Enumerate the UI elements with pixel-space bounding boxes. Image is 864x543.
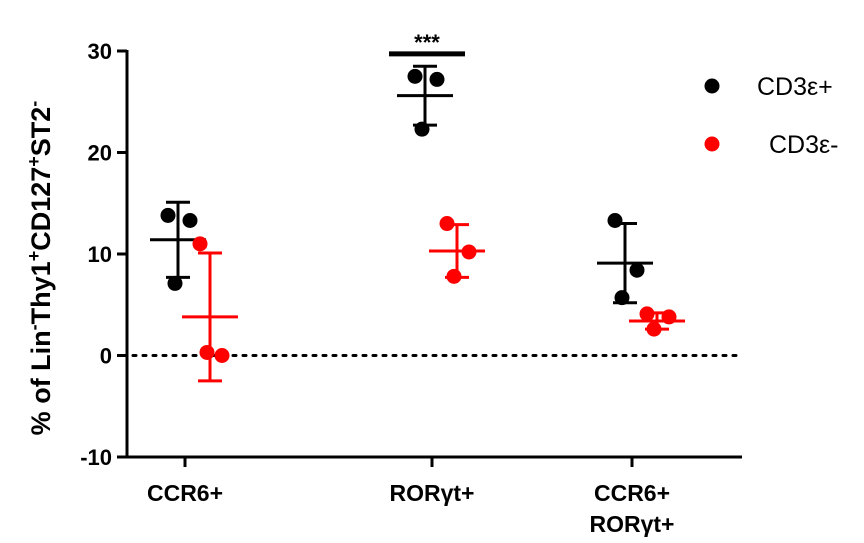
data-point [607, 213, 623, 229]
legend-label: CD3ε+ [757, 73, 833, 101]
data-point [629, 262, 645, 278]
data-point [614, 290, 630, 306]
y-label-segment: % of Lin [26, 330, 56, 435]
y-ticks: -10 0 10 20 30 [80, 39, 127, 470]
data-point [414, 121, 430, 137]
data-point [199, 344, 215, 360]
significance-annotation: *** [389, 30, 465, 57]
data-point [461, 244, 477, 260]
legend-marker [704, 136, 720, 152]
y-tick-label: 20 [88, 141, 112, 166]
x-tick-label: CCR6+ [147, 480, 223, 506]
y-label-superscript: - [24, 324, 44, 330]
data-point [407, 68, 423, 84]
series-1 [182, 216, 685, 383]
data-point [646, 321, 662, 337]
significance-label: *** [414, 30, 440, 55]
y-tick-label: 10 [88, 242, 112, 267]
data-point [182, 213, 198, 229]
y-label-superscript: + [24, 156, 44, 167]
y-tick-label: -10 [80, 445, 112, 470]
y-axis-label: % of Lin-Thy1+CD127+ST2- [24, 101, 56, 436]
y-label-segment: ST2 [26, 107, 56, 157]
data-point [429, 71, 445, 87]
x-tick-label: CCR6+ [594, 480, 670, 506]
axes: -10 0 10 20 30 CCR6+ RORγt+ CCR6+ RORγt+ [80, 39, 744, 537]
legend-label: CD3ε- [769, 131, 838, 159]
data-point [167, 275, 183, 291]
data-point [639, 306, 655, 322]
data-point [446, 268, 462, 284]
legend: CD3ε+ CD3ε- [704, 73, 838, 159]
data-point [160, 207, 176, 223]
x-tick-label: RORγt+ [390, 480, 475, 506]
y-tick-label: 0 [100, 344, 112, 369]
y-tick-label: 30 [88, 39, 112, 64]
y-label-segment: CD127 [26, 167, 56, 251]
data-point [214, 348, 230, 363]
series-0 [150, 64, 653, 306]
data-point [661, 309, 677, 325]
legend-marker [704, 78, 720, 94]
data-point [192, 236, 208, 252]
data-point [439, 216, 455, 232]
x-tick-label: RORγt+ [590, 511, 675, 537]
y-label-superscript: + [24, 251, 44, 262]
y-label-segment: Thy1 [26, 261, 56, 324]
x-tick-labels: CCR6+ RORγt+ CCR6+ RORγt+ [147, 457, 675, 537]
data-marks [150, 64, 685, 383]
y-label-superscript: - [24, 101, 44, 107]
